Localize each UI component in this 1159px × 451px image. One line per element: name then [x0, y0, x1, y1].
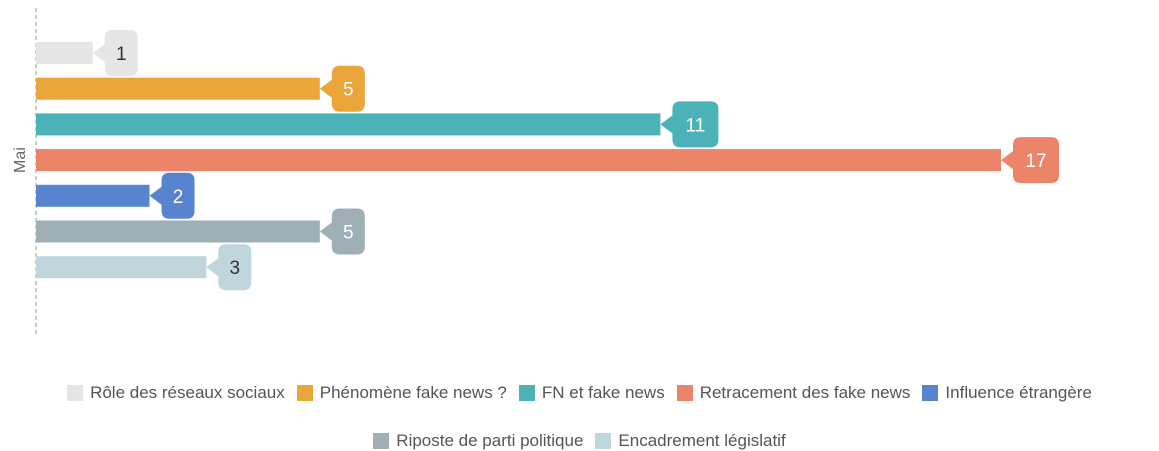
data-label-5: 2 — [173, 187, 184, 208]
data-label-1: 1 — [116, 44, 127, 65]
bar-5 — [36, 184, 150, 207]
category-label: Mai — [12, 147, 29, 173]
legend-label: FN et fake news — [541, 383, 665, 402]
legend-swatch — [922, 385, 939, 401]
bar-6 — [36, 220, 320, 243]
legend: Rôle des réseaux sociaux Phénomène fake n… — [0, 383, 1159, 451]
data-label-6: 5 — [343, 223, 354, 244]
legend-item-3[interactable]: FN et fake news — [518, 383, 665, 403]
data-label-bubble-4 — [1001, 137, 1059, 184]
data-label-bubble-6 — [319, 208, 365, 255]
data-label-bubble-7 — [206, 244, 252, 291]
legend-item-1[interactable]: Rôle des réseaux sociaux — [67, 383, 285, 403]
legend-label: Encadrement législatif — [618, 431, 786, 450]
bar-7 — [36, 256, 207, 279]
legend-swatch — [676, 385, 693, 401]
legend-item-7[interactable]: Encadrement législatif — [595, 431, 786, 451]
bar-4 — [36, 149, 1001, 172]
data-label-7: 3 — [230, 258, 241, 279]
legend-item-4[interactable]: Retracement des fake news — [676, 383, 911, 403]
bar-2 — [36, 77, 320, 100]
data-label-2: 5 — [343, 80, 354, 101]
legend-swatch — [373, 433, 390, 449]
legend-label: Retracement des fake news — [699, 383, 911, 402]
data-label-3: 11 — [686, 115, 706, 136]
data-label-bubble-5 — [149, 172, 195, 219]
legend-item-2[interactable]: Phénomène fake news ? — [296, 383, 507, 403]
legend-item-5[interactable]: Influence étrangère — [922, 383, 1092, 403]
legend-swatch — [67, 385, 84, 401]
bar-chart: Mai 1 5 11 17 2 5 3 — [12, 8, 1059, 334]
legend-swatch — [518, 385, 535, 401]
data-label-bubble-3 — [660, 101, 719, 148]
legend-swatch — [296, 385, 313, 401]
data-label-bubble-1 — [92, 30, 138, 76]
legend-swatch — [595, 433, 612, 449]
legend-label: Phénomène fake news ? — [319, 383, 507, 402]
legend-label: Rôle des réseaux sociaux — [90, 383, 285, 402]
bar-1 — [36, 42, 93, 64]
data-label-bubble-2 — [319, 65, 365, 112]
legend-label: Influence étrangère — [945, 383, 1092, 402]
data-label-4: 17 — [1025, 151, 1046, 172]
legend-label: Riposte de parti politique — [396, 431, 584, 450]
bar-3 — [36, 113, 661, 136]
legend-item-6[interactable]: Riposte de parti politique — [373, 431, 583, 451]
